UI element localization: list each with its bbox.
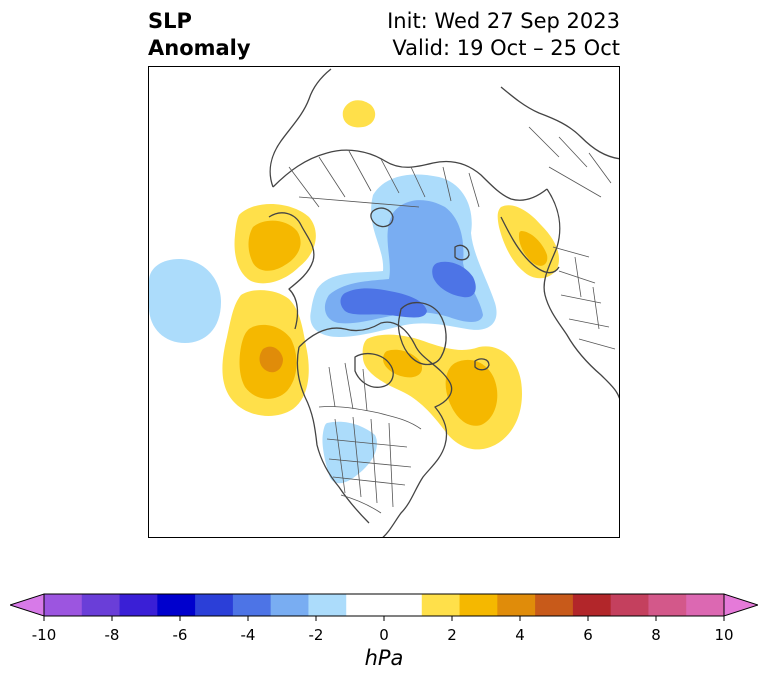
arctic-low-anomaly-core-east bbox=[432, 261, 476, 298]
us-state-lines bbox=[326, 416, 412, 508]
colorbar-segment bbox=[270, 594, 309, 616]
colorbar-segment bbox=[44, 594, 83, 616]
colorbar-segment bbox=[459, 594, 498, 616]
eurasia-coast-east bbox=[269, 68, 332, 188]
scandinavia-coast bbox=[500, 216, 560, 274]
colorbar-min-extend-arrow bbox=[10, 593, 45, 617]
colorbar-segment bbox=[384, 594, 423, 616]
russia-region-lines bbox=[288, 150, 480, 208]
siberia-high-anomaly bbox=[342, 100, 376, 128]
colorbar bbox=[10, 593, 758, 621]
colorbar-tick-label: -8 bbox=[104, 626, 120, 644]
colorbar-tick-label: 6 bbox=[583, 626, 593, 644]
colorbar-segment bbox=[497, 594, 536, 616]
colorbar-tick-label: 8 bbox=[651, 626, 661, 644]
colorbar-tick-label: 4 bbox=[515, 626, 525, 644]
svalbard bbox=[454, 244, 470, 261]
title-variable-type: Anomaly bbox=[148, 36, 251, 60]
greenland-coast bbox=[397, 302, 447, 366]
europe-coast bbox=[543, 188, 619, 399]
colorbar-segments bbox=[44, 594, 725, 616]
colorbar-tick-label: -4 bbox=[240, 626, 256, 644]
colorbar-tick-label: 0 bbox=[379, 626, 389, 644]
canada-province-lines bbox=[328, 362, 368, 412]
title-variable: SLP bbox=[148, 9, 192, 33]
colorbar-segment bbox=[232, 594, 272, 616]
north-america-coast bbox=[298, 321, 453, 537]
north-pacific-high-anomaly-core bbox=[259, 346, 283, 373]
coastlines bbox=[268, 68, 619, 537]
alaska-coast bbox=[268, 212, 315, 330]
map-dates: Init: Wed 27 Sep 2023 Valid: 19 Oct – 25… bbox=[387, 8, 620, 62]
hudson-bay-coast bbox=[354, 352, 394, 388]
colorbar-tick-label: 2 bbox=[447, 626, 457, 644]
colorbar-segment bbox=[535, 594, 574, 616]
colorbar-segment bbox=[81, 594, 121, 616]
colorbar-max-extend-arrow bbox=[723, 593, 758, 617]
political-borders bbox=[288, 126, 616, 514]
map-title: SLP Anomaly bbox=[148, 8, 251, 62]
colorbar-tick-label: -2 bbox=[308, 626, 324, 644]
iceland bbox=[474, 358, 490, 371]
colorbar-segment bbox=[308, 594, 347, 616]
us-mexico-border bbox=[340, 494, 382, 514]
scandinavia-high-anomaly-inner bbox=[519, 231, 548, 266]
pacific-low-anomaly bbox=[149, 259, 221, 343]
bering-high-anomaly-inner bbox=[248, 220, 301, 271]
far-east-coast bbox=[500, 86, 619, 160]
eurasia-coast-north bbox=[272, 149, 548, 201]
colorbar-segment bbox=[572, 594, 612, 616]
colorbar-tick-label: -6 bbox=[172, 626, 188, 644]
init-date: Init: Wed 27 Sep 2023 bbox=[387, 9, 620, 33]
us-low-anomaly bbox=[322, 421, 377, 484]
arctic-low-anomaly-core bbox=[340, 288, 427, 318]
canada-high-anomaly-mid bbox=[445, 359, 498, 426]
colorbar-segment bbox=[610, 594, 649, 616]
valid-range: Valid: 19 Oct – 25 Oct bbox=[392, 36, 620, 60]
colorbar-segment bbox=[195, 594, 234, 616]
us-west-coast bbox=[296, 346, 370, 524]
colorbar-segment bbox=[686, 594, 725, 616]
colorbar-tick-marks bbox=[43, 616, 725, 621]
colorbar-tick-label: -10 bbox=[31, 626, 57, 644]
colorbar-segment bbox=[119, 594, 158, 616]
anomaly-map bbox=[149, 68, 619, 537]
colorbar-segment bbox=[648, 594, 687, 616]
colorbar-segment bbox=[346, 594, 385, 616]
asia-country-lines bbox=[528, 126, 612, 198]
negative-anomaly-regions bbox=[149, 174, 497, 484]
colorbar-segment bbox=[157, 594, 196, 616]
canada-us-border bbox=[318, 406, 422, 430]
map-panel bbox=[148, 66, 620, 538]
colorbar-tick-label: 10 bbox=[714, 626, 734, 644]
colorbar-segment bbox=[421, 594, 461, 616]
arctic-islands bbox=[370, 207, 394, 228]
europe-country-lines bbox=[552, 246, 616, 350]
positive-anomaly-regions bbox=[222, 100, 560, 450]
colorbar-unit-label: hPa bbox=[364, 646, 404, 670]
